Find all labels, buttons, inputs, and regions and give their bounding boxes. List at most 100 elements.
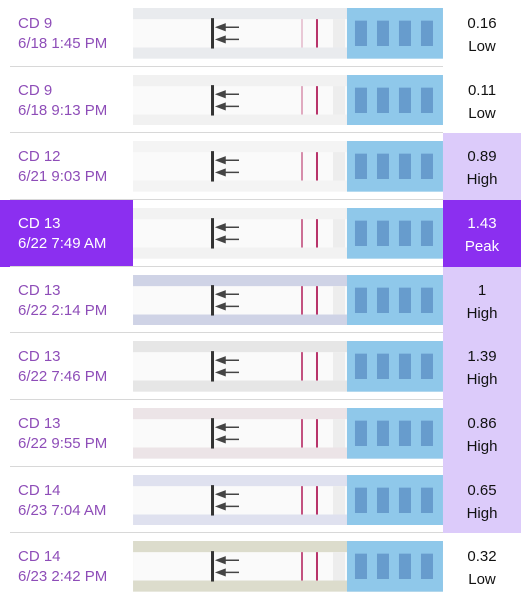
- strip-edge: [332, 552, 345, 581]
- arrow: [214, 101, 240, 111]
- test-line: [300, 219, 303, 248]
- test-strip: [133, 141, 443, 192]
- timestamp: 6/22 7:46 PM: [18, 368, 108, 386]
- test-strip: [133, 474, 443, 526]
- wrapper-print: [354, 87, 367, 113]
- wrapper-print: [420, 20, 433, 46]
- separator: [10, 398, 443, 400]
- strip-edge: [332, 219, 345, 248]
- wrapper-print: [376, 353, 389, 380]
- test-line: [300, 85, 303, 115]
- test-strip: [133, 208, 443, 259]
- wrapper-print: [398, 353, 411, 380]
- wrapper-print: [420, 287, 433, 313]
- date-label: CD 12 6/21 9:03 PM: [0, 133, 133, 200]
- separator: [10, 132, 443, 134]
- test-line: [300, 419, 303, 448]
- test-row: CD 9 6/18 1:45 PM 0.16 Low: [0, 0, 521, 67]
- wrapper-print: [420, 220, 433, 246]
- arrow: [214, 156, 240, 165]
- test-strip: [133, 541, 443, 592]
- cycle-day: CD 9: [18, 15, 53, 32]
- strip-edge: [332, 485, 345, 515]
- lh-level: Low: [468, 38, 496, 55]
- lh-value: 0.16: [467, 15, 497, 32]
- separator: [10, 332, 443, 334]
- strip-edge: [332, 419, 345, 448]
- handle-mark: [211, 18, 215, 49]
- date-label: CD 9 6/18 1:45 PM: [0, 0, 133, 67]
- wrapper-print: [398, 553, 411, 580]
- cycle-day: CD 9: [18, 81, 53, 99]
- date-label: CD 9 6/18 9:13 PM: [0, 67, 133, 134]
- lh-level: High: [466, 504, 498, 522]
- wrapper-print: [420, 420, 433, 446]
- lh-level: Low: [468, 571, 496, 589]
- timestamp: 6/23 7:04 AM: [18, 501, 107, 519]
- timestamp: 6/22 9:55 PM: [18, 435, 108, 452]
- wrapper-print: [398, 220, 411, 246]
- control-line: [315, 219, 318, 248]
- arrow: [214, 301, 240, 311]
- result-cell: 0.32 Low: [443, 533, 521, 600]
- wrapper-print: [354, 553, 367, 580]
- handle-mark: [211, 284, 215, 316]
- separator: [10, 465, 443, 467]
- wrapper-print: [420, 87, 433, 113]
- arrow: [214, 23, 240, 32]
- wrapper-print: [398, 153, 411, 180]
- wrapper-print: [354, 487, 367, 513]
- test-row: CD 13 6/22 9:55 PM 0.86 High: [0, 400, 521, 467]
- timestamp: 6/18 1:45 PM: [18, 35, 108, 52]
- cycle-day: CD 13: [18, 281, 61, 299]
- date-label: CD 13 6/22 7:49 AM: [0, 200, 133, 267]
- test-row: CD 13 6/22 7:46 PM 1.39 High: [0, 333, 521, 400]
- timestamp: 6/22 7:49 AM: [18, 235, 107, 252]
- wrapper-print: [354, 420, 367, 446]
- arrow: [214, 435, 240, 444]
- cycle-day: CD 14: [18, 481, 61, 499]
- arrow: [214, 556, 240, 565]
- control-line: [315, 285, 318, 315]
- wrapper-print: [398, 287, 411, 313]
- strip-edge: [332, 152, 345, 181]
- date-label: CD 13 6/22 2:14 PM: [0, 267, 133, 334]
- arrow: [214, 501, 240, 511]
- test-strip: [133, 74, 443, 126]
- lh-value: 1.39: [467, 348, 497, 366]
- arrow: [214, 489, 240, 498]
- lh-level: Low: [468, 104, 496, 122]
- arrow: [214, 168, 240, 177]
- result-cell: 0.89 High: [443, 133, 521, 200]
- test-row: CD 13 6/22 2:14 PM 1 High: [0, 266, 521, 334]
- date-label: CD 13 6/22 9:55 PM: [0, 400, 133, 467]
- timestamp: 6/18 9:13 PM: [18, 101, 108, 119]
- wrapper-print: [376, 220, 389, 246]
- control-line: [315, 419, 318, 448]
- wrapper-print: [398, 20, 411, 46]
- separator: [10, 532, 443, 534]
- wrapper-print: [376, 553, 389, 580]
- result-cell: 1 High: [443, 266, 521, 334]
- result-cell: 1.43 Peak: [443, 200, 521, 267]
- arrow: [214, 35, 240, 44]
- test-row: CD 12 6/21 9:03 PM 0.89 High: [0, 133, 521, 200]
- test-row: CD 13 6/22 7:49 AM 1.43 Peak: [0, 200, 521, 267]
- control-line: [315, 152, 318, 181]
- arrow: [214, 235, 240, 244]
- control-line: [315, 19, 318, 48]
- wrapper-print: [376, 287, 389, 313]
- arrow: [214, 289, 240, 298]
- handle-mark: [211, 484, 215, 516]
- cycle-day: CD 13: [18, 215, 61, 232]
- wrapper-print: [420, 487, 433, 513]
- result-cell: 1.39 High: [443, 333, 521, 400]
- strip-edge: [332, 19, 345, 48]
- handle-mark: [211, 84, 215, 116]
- wrapper-print: [354, 220, 367, 246]
- date-label: CD 14 6/23 2:42 PM: [0, 533, 133, 600]
- test-line: [300, 352, 303, 381]
- strip-edge: [332, 352, 345, 381]
- cycle-day: CD 13: [18, 348, 61, 366]
- lh-value: 0.65: [467, 481, 497, 499]
